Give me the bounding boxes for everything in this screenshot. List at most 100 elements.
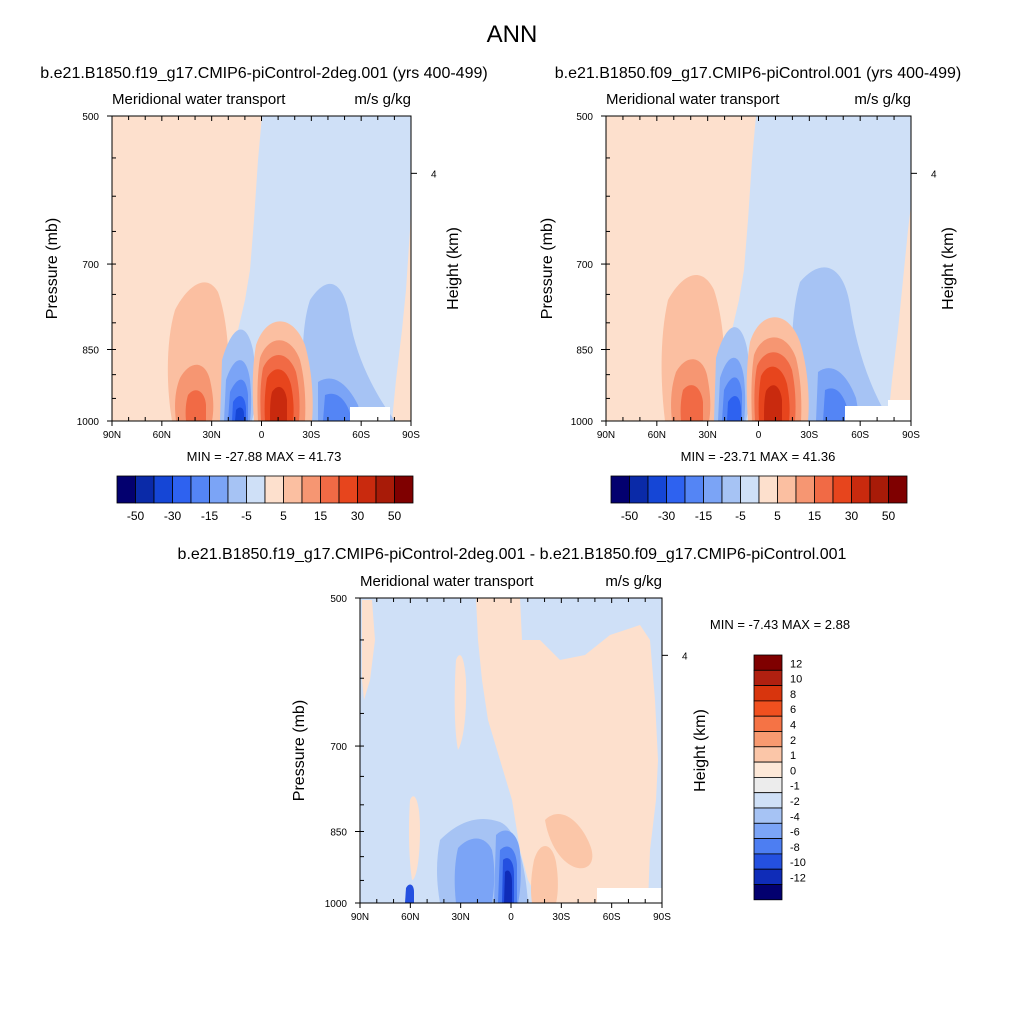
colorbar-cell xyxy=(116,475,136,504)
panel-1-contour-blob xyxy=(323,393,352,421)
colorbar-cell xyxy=(753,822,783,839)
colorbar-cell xyxy=(753,868,783,885)
y-tick-label: 1000 xyxy=(77,417,100,428)
panel-3-contour-blob xyxy=(454,655,467,750)
y-tick-label: 850 xyxy=(330,827,347,838)
colorbar-label: 2 xyxy=(790,735,796,747)
colorbar-cell xyxy=(135,475,155,504)
y-tick-label: 700 xyxy=(576,260,593,271)
colorbar-label: 15 xyxy=(314,509,328,523)
colorbar-cell xyxy=(795,475,815,504)
panel-2-positive-region-south xyxy=(888,205,911,421)
colorbar-label: -2 xyxy=(790,796,800,808)
y-tick-label: 1000 xyxy=(571,417,594,428)
panel-2-missing-data xyxy=(845,400,911,421)
y-tick-label: 850 xyxy=(576,345,593,356)
colorbar-label: -30 xyxy=(658,509,676,523)
colorbar-label: -6 xyxy=(790,827,800,839)
y-tick-label: 1000 xyxy=(325,899,348,910)
panel-1-colorbar: -50 -30 -15 -5 5 15 30 50 xyxy=(116,475,414,523)
panel-2-colorbar: -50 -30 -15 -5 5 15 30 50 xyxy=(610,475,908,523)
colorbar-label: -12 xyxy=(790,873,806,885)
x-tick-label: 90N xyxy=(103,430,121,441)
panel-2-right-string: m/s g/kg xyxy=(854,91,911,108)
panel-2-contour-blob xyxy=(791,267,890,421)
colorbar-cell xyxy=(753,807,783,824)
colorbar-cell xyxy=(832,475,852,504)
panel-2-title: b.e21.B1850.f09_g17.CMIP6-piControl.001 … xyxy=(555,65,961,82)
colorbar-cell xyxy=(753,731,783,748)
panel-3-contour-blob xyxy=(504,870,512,903)
colorbar-cell xyxy=(320,475,340,504)
panel-1-contour-blob xyxy=(235,407,244,421)
colorbar-label: -5 xyxy=(735,509,746,523)
colorbar-label: 0 xyxy=(790,765,796,777)
colorbar-cell xyxy=(758,475,778,504)
x-tick-label: 30N xyxy=(451,912,469,923)
y-tick-label: 500 xyxy=(82,112,99,123)
colorbar-cell xyxy=(753,685,783,702)
panel-3-positive-region xyxy=(476,598,658,903)
colorbar-cell xyxy=(777,475,797,504)
colorbar-cell xyxy=(647,475,667,504)
colorbar-cell xyxy=(375,475,395,504)
x-tick-label: 0 xyxy=(756,430,762,441)
colorbar-cell xyxy=(190,475,210,504)
colorbar-label: 5 xyxy=(774,509,781,523)
colorbar-cell xyxy=(357,475,377,504)
colorbar-label: -1 xyxy=(790,781,800,793)
y-tick-label: 500 xyxy=(576,112,593,123)
colorbar-label: -8 xyxy=(790,842,800,854)
colorbar-label: -15 xyxy=(201,509,219,523)
y-tick-label: 700 xyxy=(330,742,347,753)
colorbar-label: -15 xyxy=(695,509,713,523)
colorbar-cell xyxy=(888,475,908,504)
colorbar-cell xyxy=(209,475,229,504)
colorbar-cell xyxy=(684,475,704,504)
colorbar-cell xyxy=(851,475,871,504)
x-tick-label: 30S xyxy=(552,912,570,923)
colorbar-label: 30 xyxy=(845,509,859,523)
x-tick-label: 60N xyxy=(648,430,666,441)
colorbar-cell xyxy=(753,654,783,671)
x-tick-label: 0 xyxy=(259,430,265,441)
colorbar-label: 12 xyxy=(790,658,802,670)
colorbar-label: 10 xyxy=(790,674,802,686)
panel-2-contour-blob xyxy=(764,385,782,421)
colorbar-label: 50 xyxy=(882,509,896,523)
panel-2-contour-blob xyxy=(727,396,741,421)
colorbar-label: 6 xyxy=(790,704,796,716)
x-tick-label: 60S xyxy=(851,430,869,441)
colorbar-label: 50 xyxy=(388,509,402,523)
colorbar-cell xyxy=(666,475,686,504)
colorbar-label: 15 xyxy=(808,509,822,523)
x-tick-label: 60N xyxy=(401,912,419,923)
x-tick-label: 30S xyxy=(800,430,818,441)
panel-3: b.e21.B1850.f19_g17.CMIP6-piControl-2deg… xyxy=(178,546,851,923)
height-tick-label: 4 xyxy=(682,651,688,662)
colorbar-cell xyxy=(246,475,266,504)
panel-3-contour-blob xyxy=(405,884,414,903)
colorbar-label: -50 xyxy=(621,509,639,523)
panel-1: b.e21.B1850.f19_g17.CMIP6-piControl-2deg… xyxy=(40,65,487,523)
panel-1-contour-blob xyxy=(270,386,287,421)
panel-1-axes: 500 700 850 1000 4 90N 60N 30N 0 30S 60S 90S Pressur… xyxy=(44,112,462,441)
colorbar-cell xyxy=(753,884,783,901)
panel-3-missing-data xyxy=(597,888,662,903)
y-tick-label: 700 xyxy=(82,260,99,271)
colorbar-cell xyxy=(740,475,760,504)
colorbar-cell xyxy=(338,475,358,504)
panel-2-contour-blob xyxy=(823,388,850,421)
height-tick-label: 4 xyxy=(431,169,437,180)
panel-3-contour-blob xyxy=(454,838,495,903)
y-axis-right-title: Height (km) xyxy=(692,709,709,792)
colorbar-cell xyxy=(227,475,247,504)
colorbar-cell xyxy=(721,475,741,504)
x-tick-label: 90S xyxy=(902,430,920,441)
x-tick-label: 90S xyxy=(653,912,671,923)
colorbar-cell xyxy=(753,746,783,763)
panel-2: b.e21.B1850.f09_g17.CMIP6-piControl.001 … xyxy=(539,65,961,523)
y-axis-title: Pressure (mb) xyxy=(44,218,61,319)
panel-2-left-string: Meridional water transport xyxy=(606,91,780,108)
